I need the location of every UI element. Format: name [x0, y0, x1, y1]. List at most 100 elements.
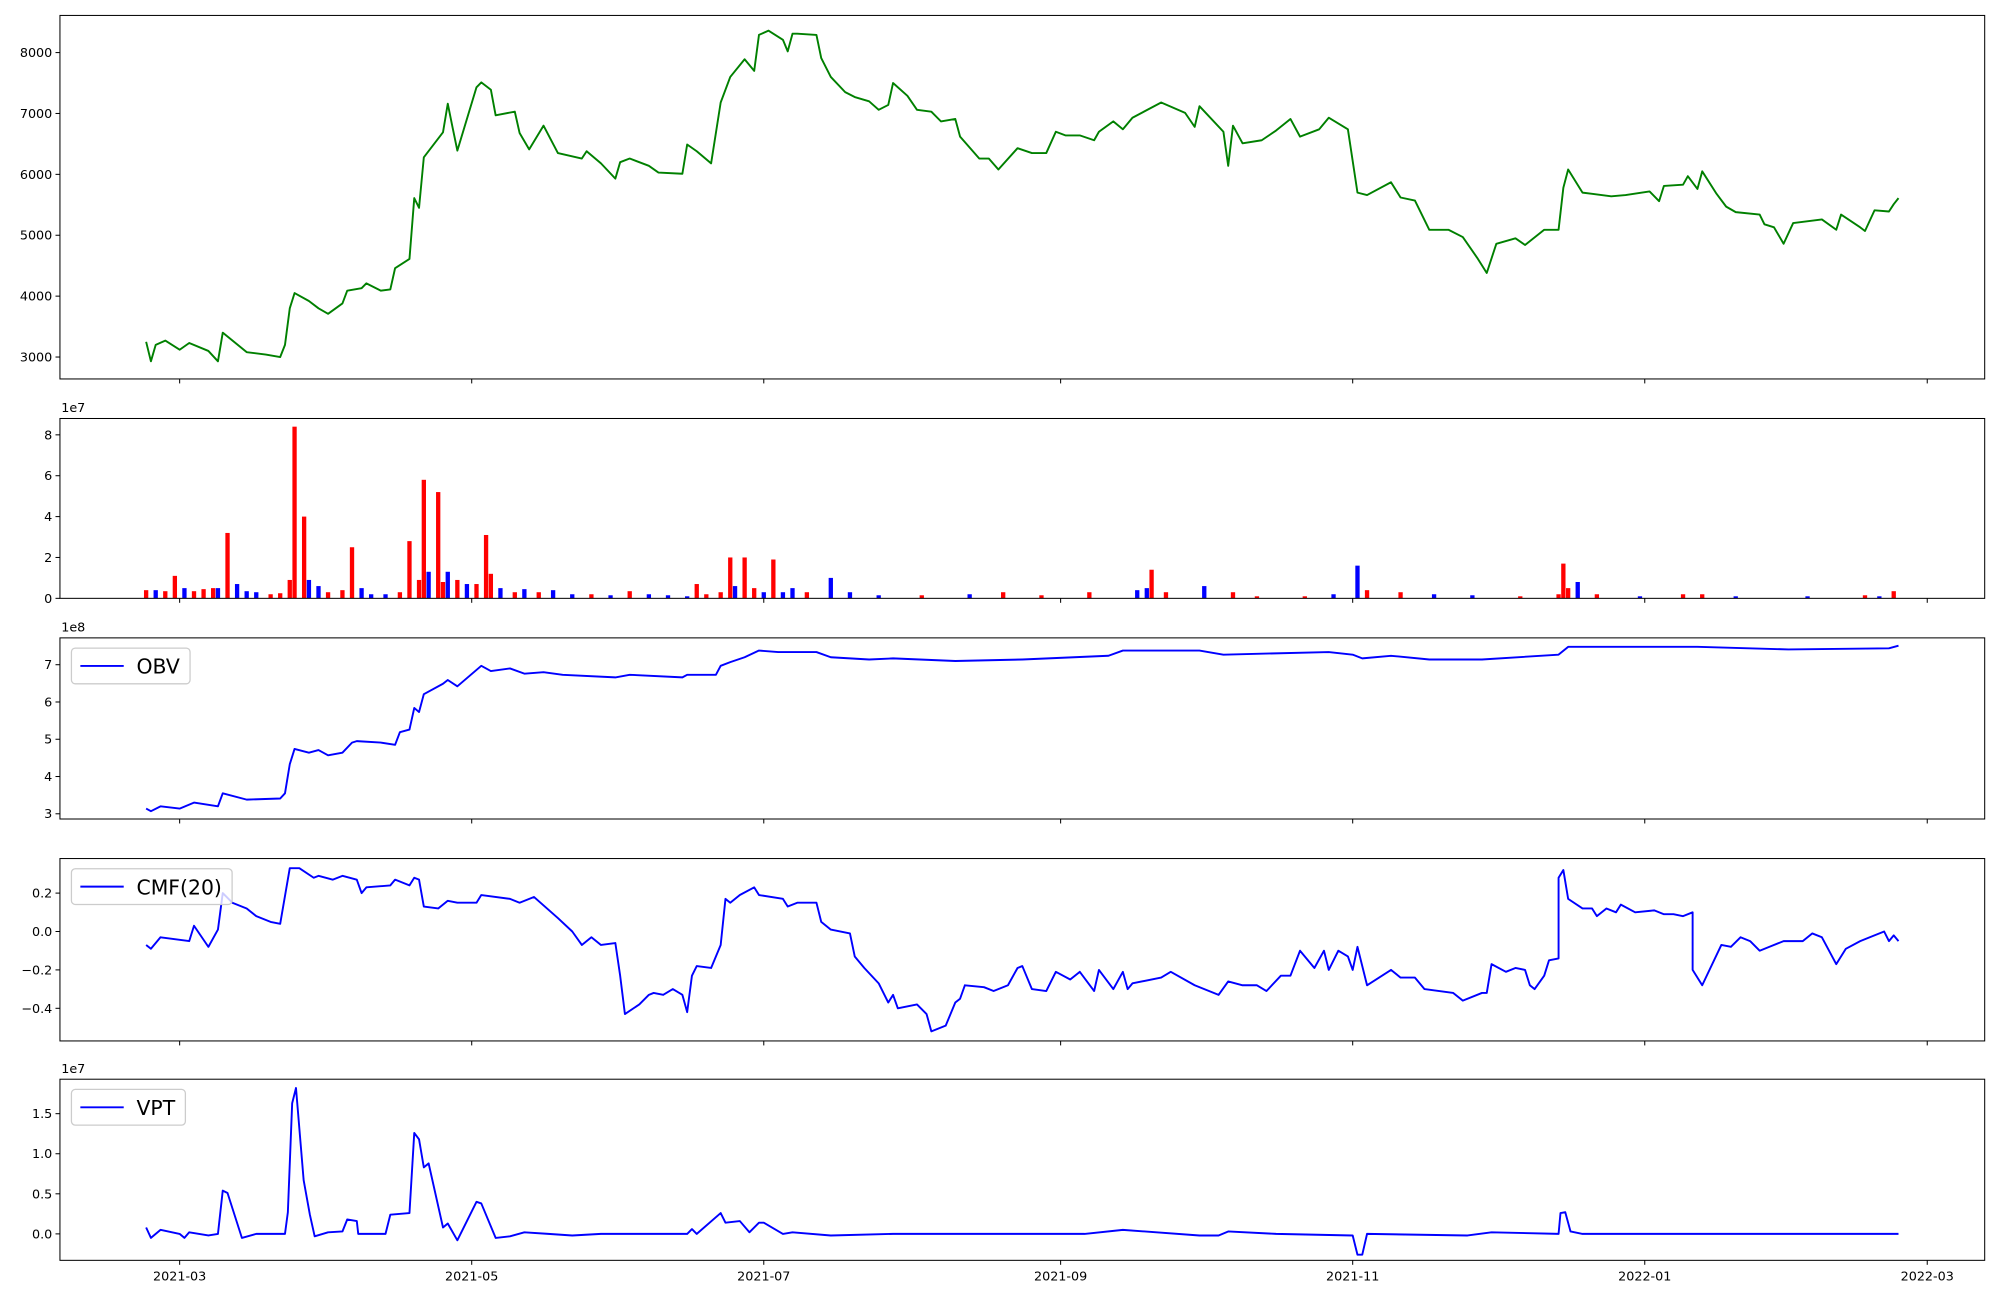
y-tick-label: −0.4: [21, 1002, 52, 1017]
y-tick-label: 5: [44, 733, 52, 748]
bar: [1700, 594, 1705, 599]
bar: [1230, 592, 1236, 599]
bar: [349, 547, 355, 599]
bar: [1087, 592, 1092, 599]
bar: [919, 595, 924, 599]
bar: [512, 592, 517, 599]
legend-text: CMF(20): [136, 875, 221, 899]
bar: [646, 594, 652, 599]
bar: [1135, 590, 1140, 599]
bar: [163, 591, 168, 599]
bar: [287, 579, 292, 599]
y-tick-label: 6000: [20, 168, 52, 183]
bar: [627, 591, 632, 599]
legend: VPT: [70, 1088, 187, 1126]
bar: [1594, 594, 1600, 599]
legend-text: VPT: [136, 1096, 175, 1120]
bar: [752, 588, 757, 599]
bar: [1149, 569, 1154, 599]
bar: [771, 559, 776, 599]
axes-frame: [59, 14, 1986, 380]
y-tick-label: 4000: [20, 290, 52, 305]
bar: [397, 592, 403, 599]
bar: [316, 586, 321, 599]
legend: OBV: [70, 647, 191, 685]
bar: [325, 592, 331, 599]
line: [145, 644, 1899, 813]
bar: [536, 592, 541, 599]
bar: [1637, 596, 1643, 599]
bar: [718, 592, 723, 599]
panel: −0.4 −0.2 0.0 0.2 CMF(20): [21, 858, 1986, 1046]
legend-text: OBV: [136, 655, 179, 679]
x-tick-label: 2021-03: [153, 1270, 206, 1285]
bar: [1364, 590, 1370, 599]
bar: [201, 589, 206, 599]
bar: [268, 594, 273, 599]
bar: [1202, 586, 1207, 599]
bar: [464, 584, 470, 599]
bar: [191, 591, 197, 599]
bar: [483, 534, 489, 599]
y-tick-label: 6: [44, 469, 52, 484]
bar: [1355, 565, 1360, 599]
legend-box: [70, 647, 191, 685]
bar: [589, 594, 594, 599]
bar: [278, 593, 283, 599]
bar: [244, 591, 249, 599]
y-tick-label: 7: [44, 658, 52, 673]
bar: [1518, 596, 1523, 599]
x-tick-label: 2022-03: [1901, 1270, 1954, 1285]
bar: [306, 579, 312, 599]
bar: [1039, 595, 1044, 599]
bar: [1302, 596, 1307, 599]
line: [145, 29, 1900, 363]
bar: [1254, 596, 1260, 599]
bar: [182, 588, 187, 599]
bar: [421, 479, 426, 599]
offset-label: 1e7: [61, 1062, 85, 1077]
bar: [474, 584, 479, 599]
bar: [1805, 596, 1810, 599]
bar: [1565, 588, 1571, 599]
bar: [416, 579, 422, 599]
x-tick-label: 2021-07: [737, 1270, 790, 1285]
bar: [685, 596, 690, 599]
bar: [570, 594, 575, 599]
bar: [665, 595, 671, 599]
bar: [1862, 595, 1868, 599]
bar: [292, 426, 297, 599]
bar: [172, 575, 178, 599]
bar: [301, 516, 307, 599]
y-tick-label: 0.0: [32, 1227, 52, 1242]
bar: [1561, 563, 1566, 599]
bar: [550, 590, 556, 599]
bar: [153, 590, 158, 599]
bar: [804, 592, 810, 599]
plot-area: [145, 29, 1900, 363]
y-tick-label: 0: [44, 592, 52, 607]
bar: [1431, 594, 1437, 599]
bar: [732, 586, 738, 599]
y-tick-label: 0.0: [32, 925, 52, 940]
bar: [254, 592, 259, 599]
line: [145, 867, 1900, 1033]
bar: [440, 581, 446, 599]
y-tick-label: 6: [44, 695, 52, 710]
bar: [522, 589, 527, 599]
bar: [211, 588, 216, 599]
bar: [728, 557, 733, 599]
legend: CMF(20): [70, 868, 233, 906]
bar: [1733, 596, 1738, 599]
bar: [1680, 594, 1686, 599]
y-tick-label: 1.5: [32, 1107, 52, 1122]
bar: [215, 588, 221, 599]
axes-frame: [59, 417, 1986, 599]
plot-area: [143, 426, 1896, 599]
y-tick-label: 0.2: [32, 887, 52, 902]
legend-box: [70, 868, 233, 906]
axes-frame: [59, 637, 1986, 820]
bar: [828, 577, 833, 599]
bar: [143, 590, 149, 599]
y-tick-label: 4: [44, 510, 52, 525]
